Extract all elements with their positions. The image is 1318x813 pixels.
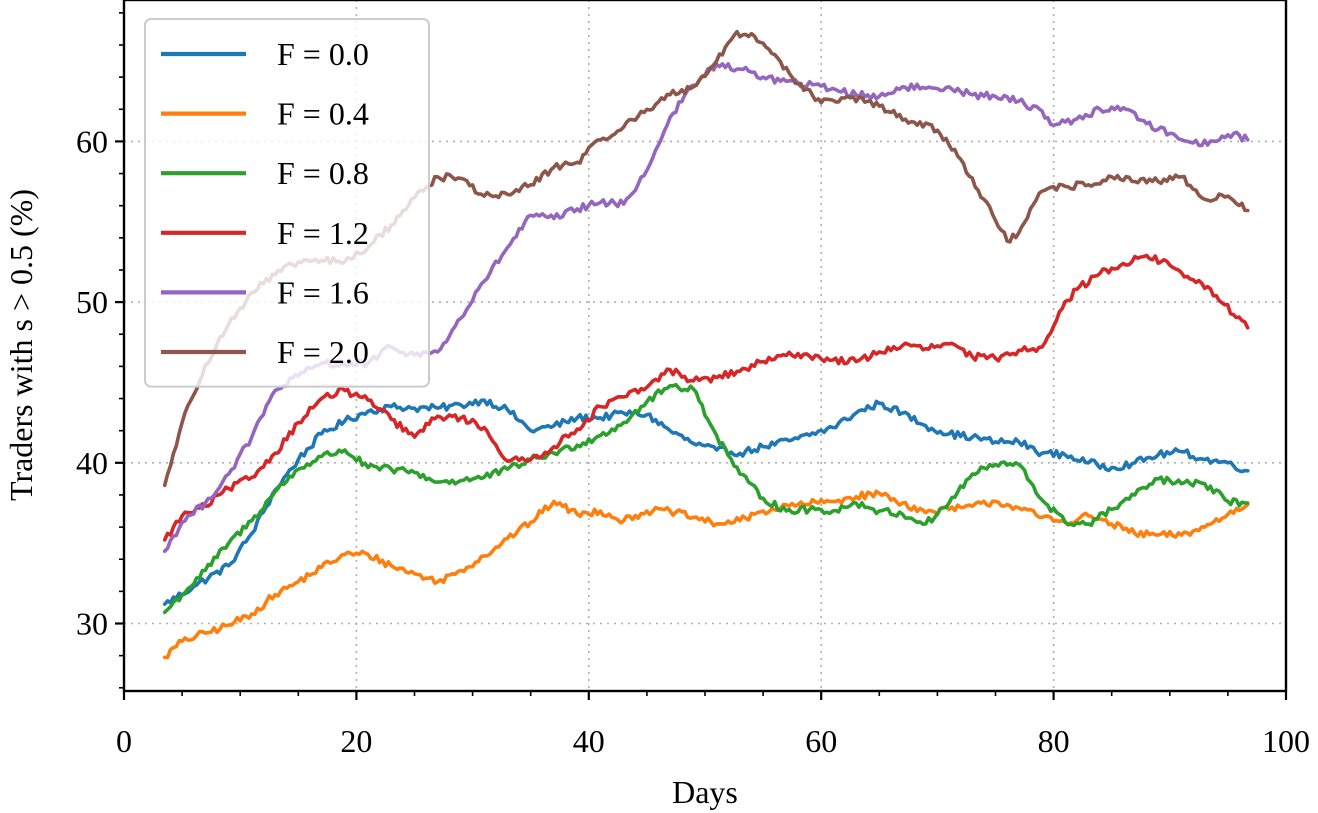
- legend: F = 0.0 F = 0.4 F = 0.8 F = 1.2 F = 1.6 F = 2…: [144, 18, 430, 388]
- x-tick-label: 0: [116, 723, 132, 759]
- x-axis-title: Days: [672, 774, 738, 810]
- legend-label-5: F = 2.0: [277, 334, 369, 370]
- x-tick-label: 80: [1038, 723, 1070, 759]
- y-tick-labels: 30 40 50 60: [76, 123, 108, 641]
- x-tick-label: 60: [805, 723, 837, 759]
- legend-label-0: F = 0.0: [277, 36, 369, 72]
- x-tick-label: 100: [1262, 723, 1310, 759]
- series-line-2: [162, 382, 1250, 615]
- legend-label-3: F = 1.2: [277, 215, 369, 251]
- x-tick-labels: 0 20 40 60 80 100: [116, 723, 1310, 759]
- legend-box: [144, 18, 430, 388]
- y-axis-title: Traders with s > 0.5 (%): [3, 189, 39, 501]
- axis-ticks: [115, 12, 1288, 700]
- series-line-3: [162, 253, 1250, 542]
- legend-label-4: F = 1.6: [277, 274, 369, 310]
- grid-lines: [124, 0, 1286, 691]
- series-line-0: [162, 398, 1250, 606]
- y-tick-label: 40: [76, 445, 108, 481]
- y-tick-label: 60: [76, 123, 108, 159]
- legend-label-2: F = 0.8: [277, 155, 369, 191]
- y-tick-label: 30: [76, 606, 108, 642]
- legend-label-1: F = 0.4: [277, 96, 369, 132]
- y-tick-label: 50: [76, 284, 108, 320]
- x-tick-label: 20: [340, 723, 372, 759]
- x-tick-label: 40: [573, 723, 605, 759]
